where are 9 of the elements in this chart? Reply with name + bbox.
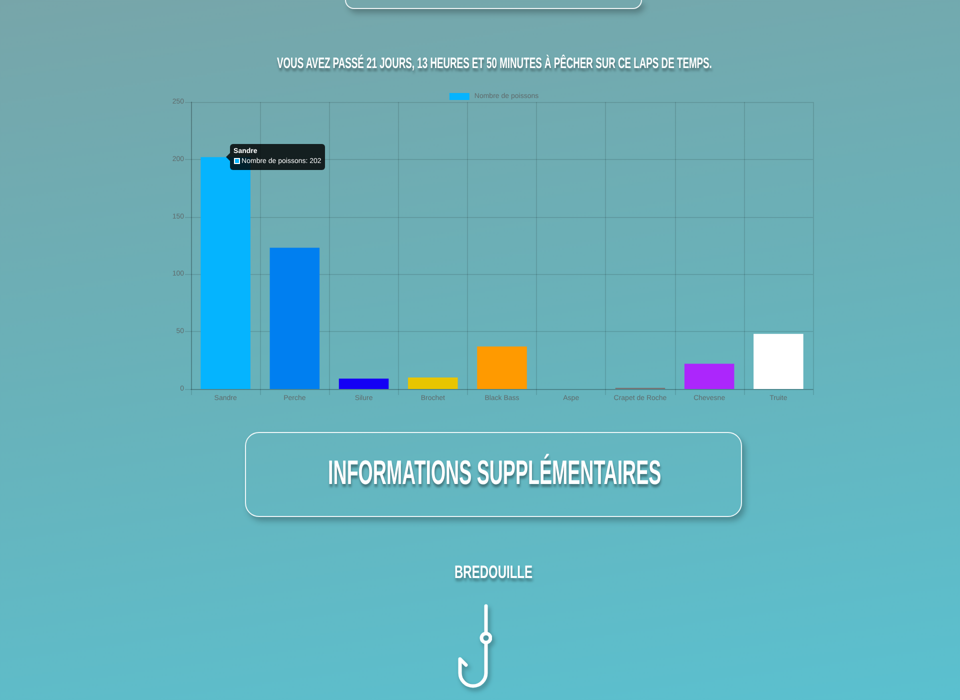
text: INFORMATIONS SUPPLÉMENTAIRES	[328, 454, 661, 492]
chart-title: VOUS AVEZ PASSÉ 21 JOURS, 13 HEURES ET 50 MINUTES À PÊCHER SUR CE LAPS DE TEMPS.	[276, 54, 712, 72]
bar	[408, 378, 458, 389]
text: BREDOUILLE	[454, 562, 532, 582]
bar	[270, 248, 320, 389]
bar	[754, 334, 804, 389]
bar	[684, 364, 734, 389]
bar	[477, 346, 527, 389]
bar	[338, 378, 389, 389]
